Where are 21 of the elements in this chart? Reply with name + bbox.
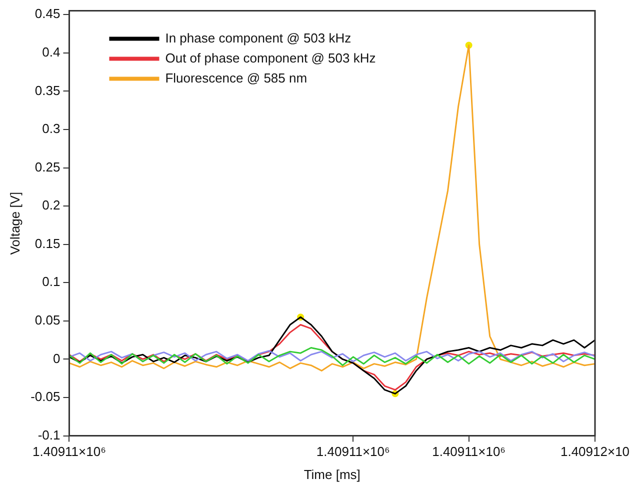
x-tick-label: 1.40912×10 (560, 444, 630, 460)
y-tick-label: 0.05 (34, 312, 60, 328)
y-tick-label: -0.05 (30, 389, 60, 404)
x-tick-label: 1.40911×10⁶ (432, 444, 506, 460)
y-tick-label: 0.35 (34, 82, 60, 98)
y-tick-label: 0.2 (42, 198, 60, 213)
x-tick-label: 1.40911×10⁶ (316, 444, 390, 460)
legend-label: Out of phase component @ 503 kHz (165, 50, 376, 66)
legend-label: In phase component @ 503 kHz (165, 30, 352, 46)
x-tick-label: 1.40911×10⁶ (32, 444, 106, 460)
y-axis-title: Voltage [V] (7, 192, 22, 255)
y-tick-label: 0.1 (42, 274, 60, 290)
y-tick-label: 0.15 (34, 236, 60, 251)
y-tick-label: 0 (52, 350, 60, 366)
y-tick-label: 0.4 (42, 44, 60, 60)
y-tick-label: 0.3 (42, 121, 60, 136)
y-tick-label: 0.45 (34, 6, 60, 22)
y-tick-label: -0.1 (38, 427, 60, 442)
y-tick-label: 0.25 (34, 159, 60, 174)
legend-label: Fluorescence @ 585 nm (165, 70, 308, 86)
x-axis-title: Time [ms] (304, 466, 360, 482)
